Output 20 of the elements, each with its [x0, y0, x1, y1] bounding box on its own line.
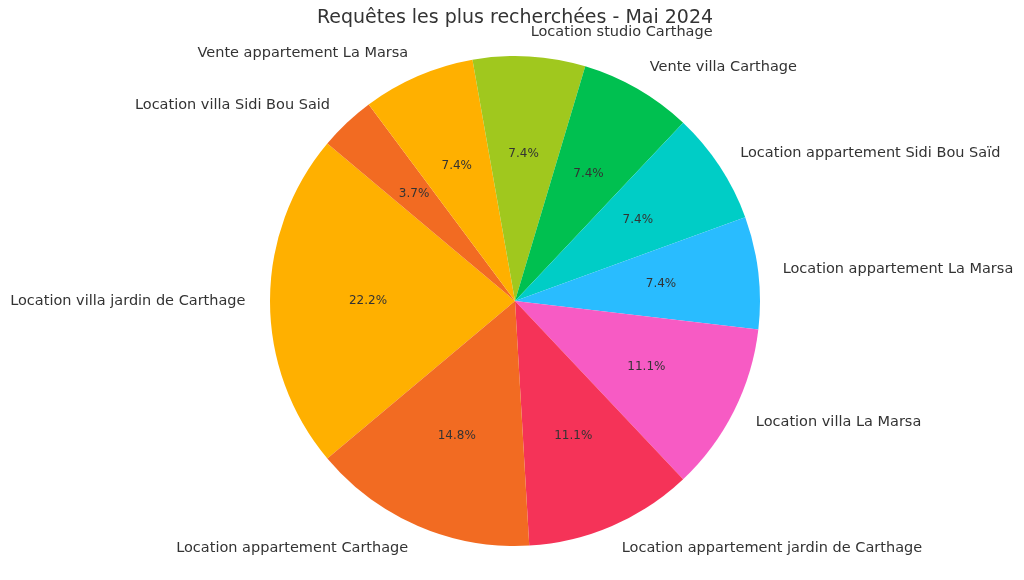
data-label: 11.1% — [554, 428, 593, 443]
slice-label: Location appartement Sidi Bou Saïd — [740, 143, 1001, 160]
slice-label: Location appartement jardin de Carthage — [621, 539, 923, 556]
slice-label: Location appartement Carthage — [176, 539, 409, 556]
data-label: 7.4% — [508, 146, 539, 161]
slice-label: Location villa Sidi Bou Said — [134, 95, 331, 112]
data-label: 7.4% — [645, 276, 677, 291]
data-label: 14.8% — [437, 428, 476, 443]
data-label: 22.2% — [348, 293, 388, 308]
slice-label: Location appartement La Marsa — [782, 260, 1014, 277]
data-label: 3.7% — [398, 186, 430, 201]
slice-label: Location villa jardin de Carthage — [10, 291, 246, 308]
slice-label: Vente villa Carthage — [649, 58, 797, 75]
slice-label: Location villa La Marsa — [755, 412, 922, 429]
data-label: 11.1% — [627, 359, 666, 374]
data-label: 7.4% — [441, 158, 473, 173]
data-label: 7.4% — [622, 212, 654, 227]
slice-label: Vente appartement La Marsa — [197, 44, 409, 61]
data-label: 7.4% — [573, 165, 604, 180]
slice-label: Location studio Carthage — [530, 22, 713, 39]
